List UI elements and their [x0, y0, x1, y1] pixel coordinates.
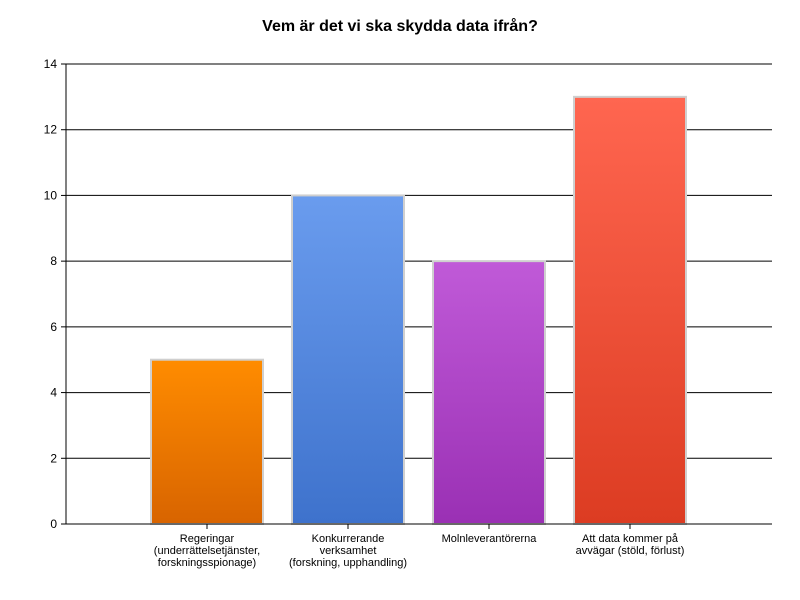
x-tick-label-line: Molnleverantörerna — [441, 533, 537, 545]
y-tick-labels: 0 2 4 6 8 10 12 14 — [44, 57, 58, 531]
x-tick-label-line: (forskning, upphandling) — [288, 557, 408, 569]
bar-2 — [291, 194, 405, 526]
x-tick-label-line: Att data kommer på — [582, 533, 678, 545]
y-tick-label: 0 — [50, 517, 57, 531]
y-tick-label: 4 — [50, 386, 57, 400]
x-tick-label: Molnleverantörerna — [424, 533, 554, 545]
bar-4 — [573, 95, 687, 525]
x-tick-label: Konkurrerande verksamhet (forskning, upph… — [283, 533, 413, 569]
x-tick-label-line: Regeringar — [179, 533, 235, 545]
x-tick-label-line: Konkurrerande verksamhet — [311, 533, 385, 557]
y-tick-label: 2 — [50, 451, 57, 465]
y-tick-label: 8 — [50, 254, 57, 268]
x-tick-label-line: avvägar (stöld, förlust) — [575, 545, 685, 557]
y-tick-label: 6 — [50, 320, 57, 334]
chart-title: Vem är det vi ska skydda data ifrån? — [262, 18, 538, 35]
x-tick-label: Regeringar (underrättelsetjänster, forskni… — [142, 533, 272, 569]
y-tick-label: 14 — [44, 57, 58, 71]
y-tick-label: 12 — [44, 123, 58, 137]
x-tick-label-line: forskningsspionage) — [157, 557, 257, 569]
x-tick-label: Att data kommer på avvägar (stöld, förlus… — [565, 533, 695, 557]
bars — [150, 95, 687, 526]
y-tick-label: 10 — [44, 188, 58, 202]
x-tick-label-line: (underrättelsetjänster, — [153, 545, 261, 557]
axes — [61, 63, 772, 529]
bar-3 — [432, 260, 546, 525]
bar-1 — [150, 358, 264, 526]
